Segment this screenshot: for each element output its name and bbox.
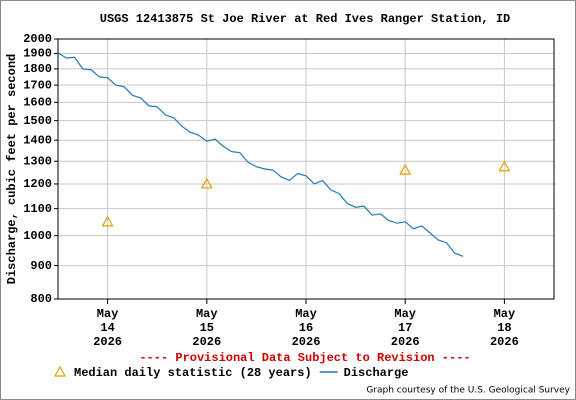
y-tick-label: 1700 [23,78,52,92]
x-tick-label: May 17 2026 [391,307,420,349]
discharge-line [57,52,464,257]
y-tick-label: 2000 [23,32,52,46]
x-tick-label: May 16 2026 [292,307,321,349]
y-tick-label: 1600 [23,95,52,109]
x-tick-label: May 14 2026 [93,307,122,349]
y-tick-label: 1200 [23,177,52,191]
y-axis-title: Discharge, cubic feet per second [5,54,19,284]
y-tick-label: 1000 [23,229,52,243]
y-tick-label: 1900 [23,47,52,61]
y-tick-label: 800 [30,292,52,306]
median-marker [498,160,511,172]
chart-title: USGS 12413875 St Joe River at Red Ives R… [100,12,510,26]
y-tick-label: 1300 [23,154,52,168]
plot-border [57,38,555,300]
credit: Graph courtesy of the U.S. Geological Su… [366,386,570,396]
y-tick-label: 900 [30,259,52,273]
y-tick-label: 1500 [23,114,52,128]
x-tick-label: May 18 2026 [490,307,519,349]
legend-label: Median daily statistic (28 years) [74,366,312,380]
median-marker [399,163,412,175]
median-marker [200,177,213,189]
y-tick-label: 1400 [23,133,52,147]
annotation: ---- Provisional Data Subject to Revisio… [139,351,470,365]
median-marker [101,215,114,227]
legend-label: Discharge [344,366,409,380]
legend-marker [53,365,67,377]
x-tick-label: May 15 2026 [192,307,221,349]
y-tick-label: 1800 [23,62,52,76]
y-tick-label: 1100 [23,202,52,216]
